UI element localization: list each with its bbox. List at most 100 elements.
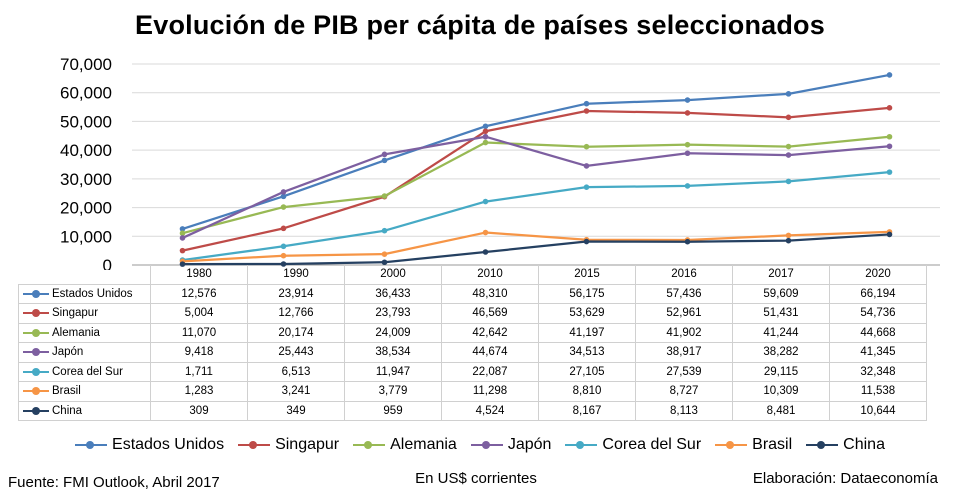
series-key-icon bbox=[23, 367, 49, 376]
data-point bbox=[785, 152, 792, 158]
chart-title: Evolución de PIB per cápita de países se… bbox=[135, 10, 825, 40]
data-label: 57,436 bbox=[635, 283, 733, 304]
data-point bbox=[381, 227, 388, 234]
table-row: Brasil 1,283 3,241 3,779 11,298 8,810 8,727 10,… bbox=[18, 381, 927, 402]
table-row: Japón 9,418 25,443 38,534 44,674 34,513 38,917… bbox=[18, 342, 927, 363]
data-label: 23,793 bbox=[344, 303, 442, 324]
data-label: 11,538 bbox=[829, 381, 927, 402]
data-label: 38,534 bbox=[344, 342, 442, 363]
table-row: China 309 349 959 4,524 8,167 8,113 8,481 10,644 bbox=[18, 400, 927, 421]
data-point bbox=[482, 139, 489, 146]
data-label: 8,727 bbox=[635, 381, 733, 402]
data-point bbox=[684, 141, 691, 148]
data-label: 8,810 bbox=[538, 381, 636, 402]
data-label: 8,113 bbox=[635, 400, 733, 421]
table-row: Estados Unidos 12,576 23,914 36,433 48,310 56… bbox=[18, 283, 927, 304]
data-point bbox=[684, 183, 691, 189]
data-point bbox=[381, 193, 388, 199]
data-point bbox=[583, 143, 590, 150]
series-line bbox=[182, 230, 890, 263]
data-point bbox=[886, 169, 893, 175]
data-label: 41,902 bbox=[635, 322, 733, 343]
series-name-cell: Singapur bbox=[18, 303, 151, 324]
legend-item: Singapur bbox=[238, 436, 339, 454]
data-label: 41,244 bbox=[732, 322, 830, 343]
y-tick-label: 70,000 bbox=[60, 55, 112, 74]
data-label: 8,481 bbox=[732, 400, 830, 421]
data-point bbox=[179, 226, 186, 232]
data-point bbox=[179, 235, 186, 241]
data-label: 52,961 bbox=[635, 303, 733, 324]
data-label: 42,642 bbox=[441, 322, 539, 343]
legend-key-icon bbox=[806, 440, 839, 450]
data-label: 48,310 bbox=[441, 283, 539, 304]
data-point bbox=[785, 232, 792, 239]
legend-label: Estados Unidos bbox=[112, 436, 225, 453]
data-label: 59,609 bbox=[732, 283, 830, 304]
data-point bbox=[785, 91, 792, 97]
series-name: Japón bbox=[52, 346, 84, 359]
data-label: 51,431 bbox=[732, 303, 830, 324]
legend-item: Japón bbox=[470, 436, 551, 454]
x-tick-label: 1980 bbox=[150, 265, 248, 285]
series-name: Estados Unidos bbox=[52, 287, 133, 300]
series-key-icon bbox=[23, 328, 49, 337]
x-tick-label: 2020 bbox=[829, 265, 927, 285]
legend: Estados Unidos Singapur Alemania Japón Corea… bbox=[0, 436, 960, 454]
table-corner bbox=[19, 265, 151, 284]
data-label: 27,105 bbox=[538, 361, 636, 382]
data-label: 9,418 bbox=[150, 342, 248, 363]
y-tick-label: 40,000 bbox=[60, 141, 112, 160]
data-point bbox=[280, 204, 287, 210]
data-point bbox=[886, 143, 893, 150]
data-label: 44,674 bbox=[441, 342, 539, 363]
data-label: 11,070 bbox=[150, 322, 248, 343]
data-point bbox=[886, 231, 893, 238]
data-point bbox=[482, 249, 489, 255]
credit-note: Elaboración: Dataeconomía bbox=[752, 470, 938, 487]
data-label: 959 bbox=[344, 400, 442, 421]
data-point bbox=[583, 238, 590, 245]
data-point bbox=[482, 229, 489, 236]
data-point bbox=[482, 198, 489, 205]
data-label: 56,175 bbox=[538, 283, 636, 304]
data-point bbox=[381, 259, 388, 266]
data-label: 349 bbox=[247, 400, 345, 421]
legend-item: Estados Unidos bbox=[75, 436, 224, 454]
data-point bbox=[482, 128, 489, 135]
source-note: Fuente: FMI Outlook, Abril 2017 bbox=[8, 474, 220, 491]
y-tick-label: 50,000 bbox=[60, 112, 112, 131]
series-key-icon bbox=[23, 309, 49, 318]
data-label: 3,241 bbox=[247, 381, 345, 402]
series-line bbox=[182, 73, 890, 230]
series-lines bbox=[182, 73, 890, 266]
table-row: Singapur 5,004 12,766 23,793 46,569 53,629 52,… bbox=[18, 303, 927, 324]
data-label: 32,348 bbox=[829, 361, 927, 382]
table-row: Corea del Sur 1,711 6,513 11,947 22,087 27,10… bbox=[18, 361, 927, 382]
data-point bbox=[482, 133, 489, 140]
data-point bbox=[381, 251, 388, 257]
data-label: 12,766 bbox=[247, 303, 345, 324]
legend-item: China bbox=[806, 436, 885, 454]
legend-item: Corea del Sur bbox=[565, 436, 701, 454]
data-point bbox=[583, 108, 590, 114]
legend-item: Brasil bbox=[715, 436, 792, 454]
data-point bbox=[785, 237, 792, 244]
data-label: 25,443 bbox=[247, 342, 345, 363]
series-line bbox=[182, 135, 890, 235]
series-key-icon bbox=[23, 289, 49, 298]
legend-label: Corea del Sur bbox=[602, 436, 702, 453]
data-label: 4,524 bbox=[441, 400, 539, 421]
series-name: Brasil bbox=[52, 385, 81, 398]
data-point bbox=[482, 123, 489, 130]
data-point bbox=[280, 189, 287, 195]
series-key-icon bbox=[23, 406, 49, 415]
data-label: 22,087 bbox=[441, 361, 539, 382]
data-label: 41,345 bbox=[829, 342, 927, 363]
data-point bbox=[684, 97, 691, 103]
data-label: 20,174 bbox=[247, 322, 345, 343]
x-tick-label: 1990 bbox=[247, 265, 345, 285]
data-label: 53,629 bbox=[538, 303, 636, 324]
series-name: China bbox=[52, 404, 83, 417]
data-label: 10,309 bbox=[732, 381, 830, 402]
